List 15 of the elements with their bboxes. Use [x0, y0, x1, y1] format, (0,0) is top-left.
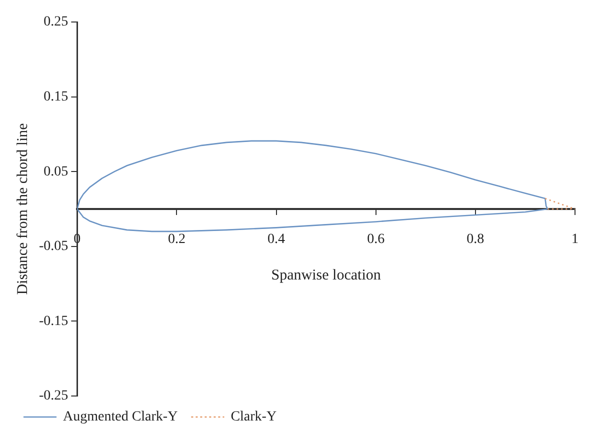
x-axis-title: Spanwise location	[271, 268, 382, 284]
y-tick-label: 0.05	[44, 164, 68, 180]
x-tick-label: 0.2	[168, 232, 186, 248]
y-axis-title: Distance from the chord line	[14, 122, 31, 295]
y-tick-label: -0.25	[38, 388, 68, 404]
x-tick-label: 0.8	[466, 232, 484, 248]
y-tick-label: -0.05	[38, 239, 68, 254]
legend-label: Augmented Clark-Y	[63, 410, 178, 425]
y-tick-label: -0.15	[38, 314, 68, 329]
y-tick-label: 0.15	[44, 89, 68, 104]
legend-label: Clark-Y	[230, 410, 277, 425]
x-tick-label: 1	[572, 232, 578, 248]
y-tick-label: 0.25	[44, 14, 68, 30]
x-tick-label: 0.4	[268, 232, 286, 248]
x-tick-label: 0.6	[367, 232, 385, 248]
